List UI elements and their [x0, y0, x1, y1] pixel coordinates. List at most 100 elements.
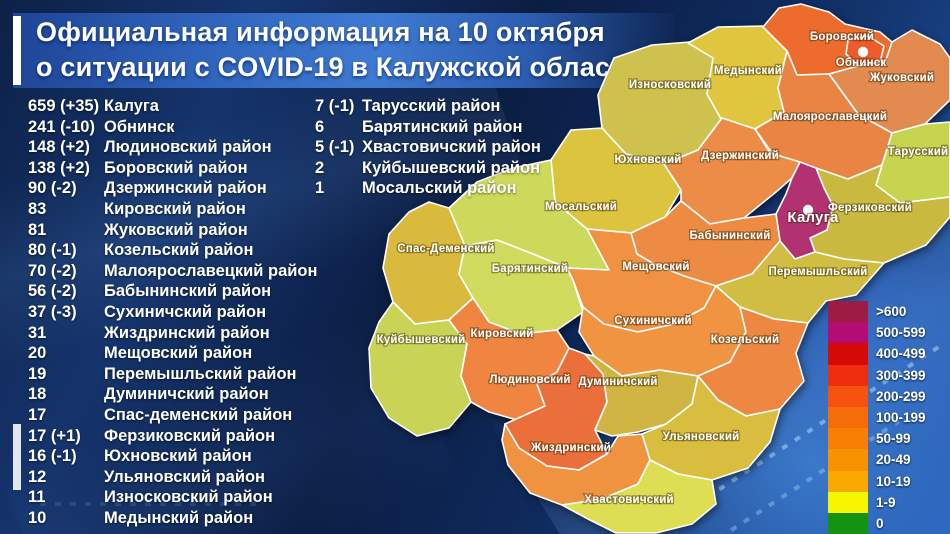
stat-district-name: Износковский район: [104, 488, 273, 507]
stat-district-name: Ферзиковский район: [104, 426, 276, 445]
legend-label: 100-199: [876, 410, 926, 426]
stat-district-name: Калуга: [104, 97, 159, 115]
stat-value: 1: [315, 179, 325, 198]
legend-label: 0: [876, 515, 884, 531]
stat-row: 148 (+2) Людиновский район: [28, 137, 317, 158]
district-stats-list-left: 659 (+35) Калуга 241 (-10) Обнинск 148 (+2) Л…: [28, 96, 317, 528]
stat-row: 17 (+1) Ферзиковский район: [28, 426, 317, 447]
map-label-ulyanovsky: Ульяновский: [663, 431, 740, 443]
stat-district-name: Барятинский район: [362, 117, 523, 136]
stat-value: 19: [28, 364, 47, 383]
legend-label: 300-399: [876, 367, 926, 383]
stat-value: 5 (-1): [315, 138, 355, 157]
map-label-kaluga: Калуга: [787, 209, 839, 226]
legend-swatch: [828, 449, 868, 471]
map-label-sukhinichsky: Сухиничский: [614, 315, 692, 327]
map-label-dzerzhinsky: Дзержинский: [701, 150, 779, 162]
stat-row: 31 Жиздринский район: [28, 323, 317, 344]
stat-value: 16 (-1): [28, 447, 77, 466]
legend-swatch: [828, 470, 868, 492]
legend-swatch: [828, 322, 868, 344]
stat-row: 17 Спас-деменский район: [28, 405, 317, 426]
stat-row: 90 (-2) Дзержинский район: [28, 178, 317, 199]
stat-value: 6: [315, 117, 325, 136]
stat-row: 6 Барятинский район: [315, 117, 541, 138]
stat-value: 17 (+1): [28, 426, 81, 445]
legend-label: 20-49: [876, 452, 911, 468]
legend-swatch: [828, 364, 868, 386]
stat-district-name: Спас-деменский район: [104, 405, 293, 424]
stat-row: 16 (-1) Юхновский район: [28, 446, 317, 467]
legend-row: 10-19: [828, 470, 926, 492]
district-stats-list-right: 7 (-1) Тарусский район 6 Барятинский район 5…: [315, 96, 541, 199]
stat-district-name: Кировский район: [104, 199, 246, 218]
stat-district-name: Куйбышевский район: [362, 158, 541, 177]
legend-row: 300-399: [828, 364, 926, 386]
stat-value: 20: [28, 344, 47, 363]
map-label-peremyshlsky: Перемышльский: [768, 266, 867, 278]
legend-row: 400-499: [828, 343, 926, 365]
map-label-medynsky: Медынский: [714, 65, 782, 77]
stat-district-name: Жуковский район: [104, 220, 248, 239]
stat-district-name: Дзержинский район: [104, 179, 267, 198]
stat-value: 12: [28, 467, 47, 486]
legend-row: 100-199: [828, 406, 926, 429]
stat-row: 19 Перемышльский район: [28, 364, 317, 385]
legend-label: 10-19: [876, 473, 911, 489]
stat-row: 70 (-2) Малоярославецкий район: [28, 261, 317, 282]
legend-swatch: [828, 301, 868, 323]
map-label-mosalsky: Мосальский: [545, 201, 617, 213]
map-region-dumimichsky: [584, 353, 699, 437]
legend-row: 500-599: [828, 322, 926, 344]
stat-row: 11 Износковский район: [28, 487, 317, 508]
stat-value: 138 (+2): [28, 158, 90, 177]
stat-value: 80 (-1): [28, 241, 77, 260]
stat-value: 7 (-1): [315, 97, 355, 115]
stat-row: 1 Мосальский район: [315, 178, 541, 199]
stat-district-name: Бабынинский район: [104, 282, 272, 301]
title-accent-bar: [13, 16, 21, 85]
map-label-maloyaroslavetsky: Малоярославецкий: [773, 111, 887, 123]
decorative-white-bar: [13, 424, 21, 490]
legend-label: 1-9: [876, 494, 896, 510]
legend-label: 50-99: [876, 431, 911, 447]
stat-district-name: Людиновский район: [104, 138, 272, 157]
stat-value: 31: [28, 323, 47, 342]
map-label-zhukovsky: Жуковский: [869, 72, 934, 84]
stat-district-name: Обнинск: [104, 117, 175, 136]
stat-row: 18 Думиничский район: [28, 384, 317, 405]
title-line1: Официальная информация на 10 октября: [36, 17, 605, 47]
page-title: Официальная информация на 10 октября о с…: [36, 15, 640, 85]
stat-row: 659 (+35) Калуга: [28, 96, 317, 117]
stat-row: 20 Мещовский район: [28, 343, 317, 364]
stat-district-name: Думиничский район: [104, 385, 269, 404]
stat-value: 37 (-3): [28, 302, 77, 321]
map-label-lyudinovsky: Людиновский: [489, 374, 570, 386]
legend-label: 200-299: [876, 388, 926, 404]
map-label-obninsk: Обнинск: [836, 57, 887, 69]
stat-row: 37 (-3) Сухиничский район: [28, 302, 317, 323]
map-label-baryatinsky: Барятинский: [492, 263, 568, 275]
stat-district-name: Боровский район: [104, 158, 248, 177]
legend-swatch: [828, 385, 868, 407]
stat-value: 90 (-2): [28, 179, 77, 198]
map-region-baryatinsky: [458, 239, 584, 335]
legend-swatch: [828, 512, 868, 534]
legend-row: >600: [828, 301, 926, 323]
stat-district-name: Тарусский район: [362, 97, 501, 115]
legend-swatch: [828, 428, 868, 450]
map-label-iznoskovsky: Износковский: [629, 79, 711, 91]
map-label-spas_demensky: Спас-Деменский: [397, 243, 494, 255]
stat-value: 11: [28, 488, 46, 507]
stat-value: 56 (-2): [28, 282, 77, 301]
map-label-kozelsky: Козельский: [711, 334, 780, 346]
legend-row: 20-49: [828, 449, 926, 471]
legend-row: 200-299: [828, 385, 926, 407]
legend-label: >600: [876, 304, 907, 320]
map-label-dumimichsky: Думиничский: [578, 376, 657, 388]
legend-label: 500-599: [876, 325, 926, 341]
stat-district-name: Ульяновский район: [104, 467, 266, 486]
stat-row: 81 Жуковский район: [28, 220, 317, 241]
legend-row: 0: [828, 512, 926, 534]
